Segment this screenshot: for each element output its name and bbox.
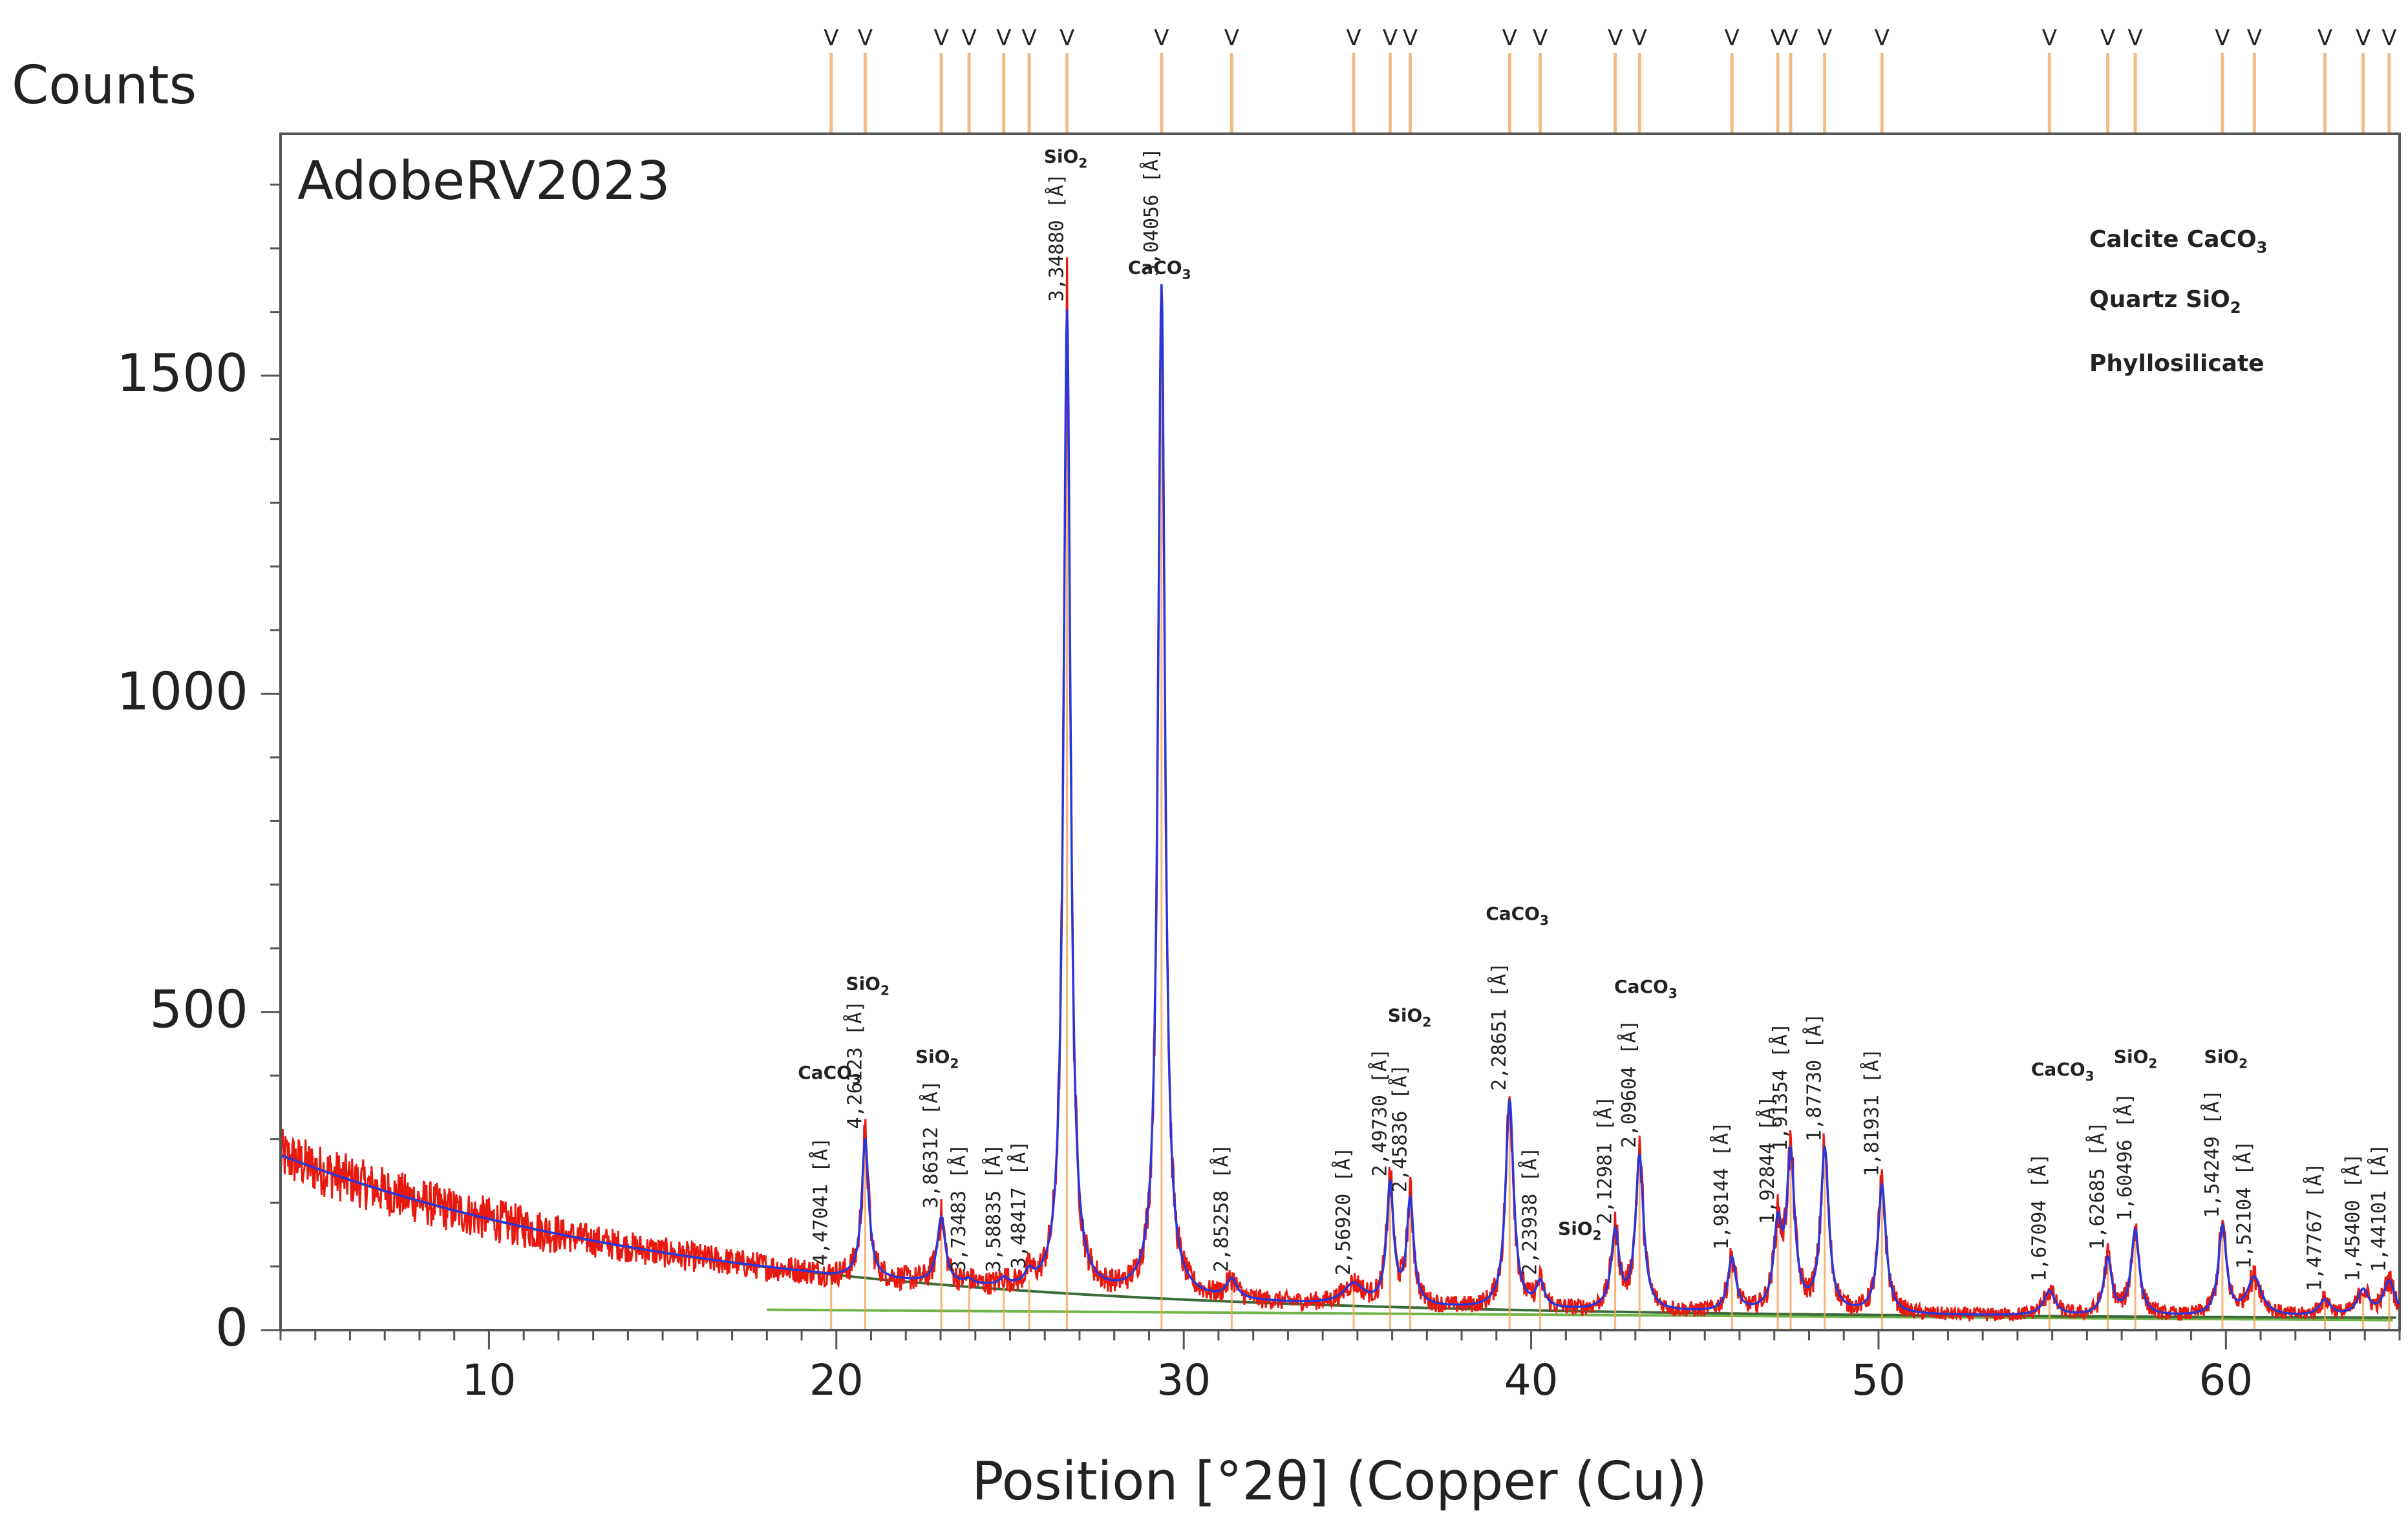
x-tick-label: 60 xyxy=(2199,1355,2253,1405)
marker-v-2: V xyxy=(933,25,948,51)
phase-annotations: CaCO3 SiO2 SiO2 SiO2 CaCO3 SiO2 CaCO3 SiO2 CaCO3… xyxy=(798,145,2248,1243)
d-spacing-label: 1,52104 [Å] xyxy=(2232,1141,2255,1269)
d-spacing-label: 3,73483 [Å] xyxy=(947,1144,970,1273)
legend: Calcite CaCO3 Quartz SiO2 Phyllosilicate xyxy=(2089,226,2267,377)
peak-markers: V V V V V V V V V V V V V V V V V VV V V V V V V V V V V xyxy=(824,25,2397,134)
phase-label-quartz: SiO2 xyxy=(2204,1046,2248,1071)
d-spacing-label: 1,91354 [Å] xyxy=(1769,1022,1792,1151)
x-tick-label: 30 xyxy=(1156,1355,1211,1405)
observed-pattern xyxy=(279,257,2400,1322)
d-spacing-label: 2,23938 [Å] xyxy=(1518,1147,1542,1275)
marker-v-6: V xyxy=(1060,25,1074,51)
phase-label-quartz: SiO2 xyxy=(1388,1004,1432,1030)
d-spacing-labels: 4,47041 [Å] 4,26123 [Å] 3,86312 [Å] 3,73483… xyxy=(809,148,2391,1291)
marker-v-1: V xyxy=(858,25,873,51)
marker-v-24: V xyxy=(2215,25,2230,51)
marker-v-18: V xyxy=(1783,25,1798,51)
d-spacing-label: 2,09604 [Å] xyxy=(1617,1020,1641,1148)
sample-name: AdobeRV2023 xyxy=(297,151,670,212)
d-spacing-label: 2,12981 [Å] xyxy=(1593,1096,1617,1225)
d-spacing-label: 3,48417 [Å] xyxy=(1007,1141,1030,1269)
marker-v-16: V xyxy=(1725,25,1740,51)
y-tick-label: 0 xyxy=(215,1298,248,1358)
d-spacing-label: 4,26123 [Å] xyxy=(843,1000,866,1129)
marker-v-3: V xyxy=(961,25,976,51)
marker-v-9: V xyxy=(1346,25,1361,51)
d-spacing-label: 1,47767 [Å] xyxy=(2303,1163,2327,1291)
marker-v-7: V xyxy=(1154,25,1169,51)
d-spacing-label: 1,67094 [Å] xyxy=(2027,1153,2051,1282)
marker-v-26: V xyxy=(2317,25,2332,51)
phase-label-quartz: SiO2 xyxy=(846,973,890,998)
d-spacing-label: 2,45836 [Å] xyxy=(1389,1064,1412,1192)
x-tick-label: 20 xyxy=(809,1355,864,1405)
d-spacing-label: 2,85258 [Å] xyxy=(1209,1144,1233,1273)
d-spacing-label: 1,87730 [Å] xyxy=(1803,1013,1826,1142)
d-spacing-label: 3,04056 [Å] xyxy=(1140,148,1163,277)
marker-v-17: V xyxy=(1770,25,1785,51)
d-spacing-label: 3,58835 [Å] xyxy=(982,1144,1005,1273)
x-tick-label: 50 xyxy=(1851,1355,1906,1405)
phase-label-quartz: SiO2 xyxy=(915,1046,959,1071)
y-tick-label: 500 xyxy=(149,980,248,1040)
d-spacing-label: 1,98144 [Å] xyxy=(1710,1121,1733,1250)
marker-v-21: V xyxy=(2042,25,2057,51)
x-axis-label: Position [°2θ] (Copper (Cu)) xyxy=(972,1451,1707,1512)
d-spacing-label: 3,86312 [Å] xyxy=(919,1080,943,1209)
marker-v-5: V xyxy=(1021,25,1036,51)
d-spacing-label: 4,47041 [Å] xyxy=(809,1137,833,1266)
marker-v-27: V xyxy=(2356,25,2371,51)
marker-v-19: V xyxy=(1817,25,1832,51)
legend-entry: Phyllosilicate xyxy=(2089,350,2264,377)
d-spacing-label: 2,49730 [Å] xyxy=(1368,1048,1391,1177)
pattern-series xyxy=(279,257,2400,1322)
marker-v-28: V xyxy=(2381,25,2396,51)
phase-label-quartz: SiO2 xyxy=(1044,145,1088,171)
phase-label-calcite: CaCO3 xyxy=(1128,257,1191,282)
phase-label-calcite: CaCO3 xyxy=(798,1062,861,1087)
y-tick-label: 1500 xyxy=(116,343,248,403)
phase-label-calcite: CaCO3 xyxy=(2031,1059,2094,1084)
marker-v-10: V xyxy=(1383,25,1398,51)
marker-v-14: V xyxy=(1608,25,1623,51)
marker-v-12: V xyxy=(1502,25,1517,51)
d-spacing-label: 1,45400 [Å] xyxy=(2341,1153,2365,1282)
d-spacing-label: 3,34880 [Å] xyxy=(1045,173,1069,302)
x-tick-label: 10 xyxy=(462,1355,516,1405)
axes: 10 20 30 40 50 60 0 500 1000 1500 xyxy=(116,134,2401,1405)
legend-entry: Calcite CaCO3 xyxy=(2089,226,2267,257)
d-spacing-label: 1,44101 [Å] xyxy=(2367,1144,2391,1273)
legend-entry: Quartz SiO2 xyxy=(2089,286,2241,317)
d-spacing-label: 1,62685 [Å] xyxy=(2086,1121,2109,1250)
marker-v-25: V xyxy=(2247,25,2262,51)
counts-label: Counts xyxy=(12,55,197,116)
marker-lines xyxy=(830,307,2391,1330)
phase-label-quartz: SiO2 xyxy=(2114,1046,2158,1071)
d-spacing-label: 1,60496 [Å] xyxy=(2113,1093,2136,1222)
marker-v-0: V xyxy=(824,25,838,51)
plot-area xyxy=(279,132,2401,1331)
marker-v-22: V xyxy=(2100,25,2115,51)
d-spacing-label: 1,81931 [Å] xyxy=(1860,1048,1883,1177)
d-spacing-label: 2,28651 [Å] xyxy=(1487,962,1511,1091)
phase-label-calcite: CaCO3 xyxy=(1486,903,1549,928)
marker-v-20: V xyxy=(1875,25,1890,51)
calculated-profile xyxy=(280,284,2400,1316)
marker-v-23: V xyxy=(2127,25,2142,51)
x-tick-label: 40 xyxy=(1504,1355,1559,1405)
marker-v-4: V xyxy=(996,25,1011,51)
marker-v-8: V xyxy=(1224,25,1239,51)
d-spacing-label: 2,56920 [Å] xyxy=(1332,1147,1355,1275)
marker-v-13: V xyxy=(1533,25,1548,51)
phase-label-quartz: SiO2 xyxy=(1558,1218,1602,1243)
marker-v-11: V xyxy=(1403,25,1418,51)
d-spacing-label: 1,92844 [Å] xyxy=(1756,1096,1779,1225)
y-tick-label: 1000 xyxy=(116,661,248,721)
d-spacing-label: 1,54249 [Å] xyxy=(2200,1090,2224,1218)
phase-label-calcite: CaCO3 xyxy=(1614,976,1678,1001)
phyllosilicate-background xyxy=(767,1308,2393,1322)
marker-v-15: V xyxy=(1632,25,1647,51)
